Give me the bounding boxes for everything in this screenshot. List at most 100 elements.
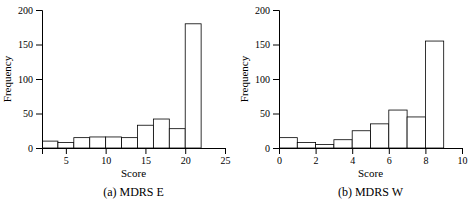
x-tick-label: 0 <box>277 155 282 166</box>
y-tick: 150 <box>255 39 279 50</box>
x-tick-mark <box>389 148 390 154</box>
y-axis: 0 50 100 150 200 <box>18 5 43 154</box>
y-tick-label: 0 <box>28 143 33 154</box>
caption: (b) MDRS W <box>338 185 404 199</box>
x-tick: 20 <box>181 148 191 166</box>
x-axis: 5 10 15 20 25 <box>43 148 231 166</box>
bar <box>279 138 297 148</box>
y-axis-line <box>36 11 43 149</box>
bars <box>279 41 444 148</box>
y-axis-line <box>273 11 280 149</box>
bar <box>90 137 106 148</box>
x-tick: 4 <box>350 148 355 166</box>
bar <box>371 124 389 148</box>
x-tick-mark <box>462 148 463 154</box>
y-tick-label: 0 <box>265 143 270 154</box>
y-axis-title: Frequency <box>238 55 250 102</box>
y-tick-label: 150 <box>18 39 33 50</box>
x-tick: 6 <box>387 148 392 166</box>
x-tick-mark <box>66 148 67 154</box>
y-tick: 50 <box>260 108 279 119</box>
bar <box>352 131 370 148</box>
y-tick-mark <box>36 114 42 115</box>
bar <box>42 141 58 148</box>
x-tick-label: 4 <box>350 155 355 166</box>
bar <box>316 145 334 148</box>
y-tick: 0 <box>265 143 279 154</box>
y-tick: 200 <box>255 5 279 16</box>
x-tick-label: 5 <box>64 155 69 166</box>
y-tick-mark <box>273 79 279 80</box>
y-tick: 50 <box>23 108 42 119</box>
x-tick-mark <box>225 148 226 154</box>
x-tick-label: 10 <box>101 155 111 166</box>
y-axis: 0 50 100 150 200 <box>255 5 280 154</box>
y-tick-label: 50 <box>260 108 270 119</box>
x-tick-label: 8 <box>423 155 428 166</box>
caption: (a) MDRS E <box>103 185 164 199</box>
x-tick: 15 <box>141 148 151 166</box>
y-tick: 100 <box>255 74 279 85</box>
x-tick: 10 <box>101 148 111 166</box>
y-tick-mark <box>273 114 279 115</box>
y-tick-mark <box>36 79 42 80</box>
y-tick: 200 <box>18 5 42 16</box>
y-tick: 150 <box>18 39 42 50</box>
y-tick-label: 150 <box>255 39 270 50</box>
y-tick-mark <box>273 148 279 149</box>
x-tick: 2 <box>314 148 319 166</box>
x-tick-mark <box>145 148 146 154</box>
x-tick-mark <box>425 148 426 154</box>
x-axis-line <box>43 149 226 155</box>
bar <box>58 142 74 148</box>
bar <box>425 41 443 148</box>
y-tick-label: 100 <box>255 74 270 85</box>
y-tick-label: 200 <box>18 5 33 16</box>
bar <box>334 140 352 148</box>
bar <box>185 24 201 148</box>
x-tick-mark <box>352 148 353 154</box>
bar <box>106 137 122 148</box>
x-tick-mark <box>106 148 107 154</box>
y-tick-mark <box>273 10 279 11</box>
x-tick: 10 <box>458 148 468 166</box>
figure: 510152025050100150200ScoreFrequency(a) M… <box>0 0 474 204</box>
x-tick-mark <box>185 148 186 154</box>
bar <box>122 138 138 148</box>
y-tick: 100 <box>18 74 42 85</box>
y-tick-label: 50 <box>23 108 33 119</box>
x-tick-label: 10 <box>458 155 468 166</box>
x-axis-title: Score <box>121 167 146 179</box>
x-tick-mark <box>316 148 317 154</box>
x-tick: 5 <box>64 148 69 166</box>
bar <box>169 129 185 148</box>
y-tick-mark <box>36 148 42 149</box>
bar <box>137 125 153 148</box>
y-tick: 0 <box>28 143 42 154</box>
x-tick: 8 <box>423 148 428 166</box>
y-tick-mark <box>36 45 42 46</box>
panel: 5 10 15 20 25 0 50 100 150 200 Score Frequency (a) M… <box>1 5 231 199</box>
y-tick-label: 100 <box>18 74 33 85</box>
bar <box>407 117 425 148</box>
x-tick: 0 <box>277 148 282 166</box>
panel: 0246810050100150200ScoreFrequency(b) MDR… <box>238 5 468 199</box>
bar <box>74 138 90 148</box>
y-tick-label: 200 <box>255 5 270 16</box>
bar <box>153 119 169 148</box>
bars <box>42 24 201 148</box>
x-tick-label: 25 <box>221 155 231 166</box>
x-tick-label: 6 <box>387 155 392 166</box>
x-axis-title: Score <box>358 167 383 179</box>
bar <box>389 110 407 148</box>
x-tick-label: 15 <box>141 155 151 166</box>
x-axis: 0 2 4 6 8 10 <box>277 148 468 166</box>
bar <box>297 142 315 148</box>
x-tick-label: 2 <box>314 155 319 166</box>
x-tick-label: 20 <box>181 155 191 166</box>
x-axis-line <box>280 149 463 155</box>
y-tick-mark <box>36 10 42 11</box>
y-tick-mark <box>273 45 279 46</box>
x-tick: 25 <box>221 148 231 166</box>
y-axis-title: Frequency <box>1 55 13 102</box>
